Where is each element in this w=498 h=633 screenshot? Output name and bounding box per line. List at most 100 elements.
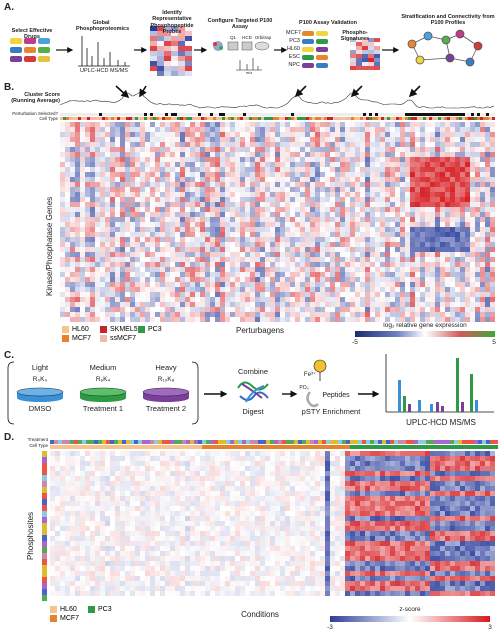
cell-type-cell <box>219 117 222 120</box>
heatmap-cell <box>170 466 175 471</box>
heatmap-cell <box>285 187 290 192</box>
heatmap-cell <box>280 242 285 247</box>
heatmap-cell <box>315 456 320 461</box>
heatmap-cell <box>215 287 220 292</box>
heatmap-cell <box>455 476 460 481</box>
heatmap-cell <box>95 137 100 142</box>
heatmap-cell <box>115 491 120 496</box>
heatmap-cell <box>195 147 200 152</box>
heatmap-cell <box>400 481 405 486</box>
heatmap-cell <box>445 172 450 177</box>
heatmap-cell <box>70 451 75 456</box>
heatmap-cell <box>195 496 200 501</box>
heatmap-cell <box>200 317 205 322</box>
heatmap-cell <box>85 242 90 247</box>
heatmap-cell <box>250 167 255 172</box>
heatmap-cell <box>290 122 295 127</box>
heatmap-cell <box>465 197 470 202</box>
treatment-cell <box>262 440 266 444</box>
heatmap-cell <box>115 182 120 187</box>
heatmap-cell <box>385 187 390 192</box>
heatmap-cell <box>335 167 340 172</box>
heatmap-cell <box>125 152 130 157</box>
cell-line-box <box>302 55 314 60</box>
heatmap-cell <box>405 227 410 232</box>
heatmap-cell <box>230 491 235 496</box>
heatmap-cell <box>400 207 405 212</box>
heatmap-cell <box>330 262 335 267</box>
heatmap-cell <box>100 127 105 132</box>
heatmap-cell <box>215 207 220 212</box>
heatmap-cell <box>470 237 475 242</box>
heatmap-cell <box>400 232 405 237</box>
heatmap-cell <box>70 297 75 302</box>
heatmap-cell <box>180 307 185 312</box>
heatmap-cell <box>400 157 405 162</box>
heatmap-cell <box>445 267 450 272</box>
heatmap-cell <box>445 187 450 192</box>
heatmap-cell <box>130 182 135 187</box>
heatmap-cell <box>215 157 220 162</box>
heatmap-cell <box>140 252 145 257</box>
heatmap-cell <box>140 122 145 127</box>
heatmap-cell <box>440 496 445 501</box>
heatmap-cell <box>370 197 375 202</box>
heatmap-cell <box>65 207 70 212</box>
heatmap-cell <box>265 227 270 232</box>
heatmap-cell <box>480 461 485 466</box>
heatmap-cell <box>245 242 250 247</box>
heatmap-cell <box>235 292 240 297</box>
cluster-strip <box>42 481 47 487</box>
heatmap-cell <box>285 142 290 147</box>
heatmap-cell <box>90 212 95 217</box>
perturbation-tick <box>411 113 414 116</box>
heatmap-cell <box>420 197 425 202</box>
heatmap-cell <box>157 36 164 41</box>
heatmap-cell <box>315 187 320 192</box>
heatmap-cell <box>240 122 245 127</box>
heatmap-cell <box>145 162 150 167</box>
cell-type-cell <box>321 117 324 120</box>
heatmap-cell <box>360 292 365 297</box>
heatmap-cell <box>405 267 410 272</box>
heatmap-cell <box>65 182 70 187</box>
heatmap-cell <box>75 157 80 162</box>
heatmap-cell <box>275 237 280 242</box>
heatmap-cell <box>215 192 220 197</box>
heatmap-cell <box>160 182 165 187</box>
treatment-cell <box>454 440 458 444</box>
cell-type-cell <box>423 117 426 120</box>
heatmap-cell <box>280 167 285 172</box>
heatmap-cell <box>60 297 65 302</box>
heatmap-cell <box>425 496 430 501</box>
heatmap-cell <box>175 471 180 476</box>
heatmap-cell <box>295 162 300 167</box>
heatmap-cell <box>420 252 425 257</box>
heatmap-cell <box>325 247 330 252</box>
heatmap-cell <box>255 466 260 471</box>
heatmap-cell <box>305 461 310 466</box>
heatmap-cell <box>110 187 115 192</box>
heatmap-cell <box>255 247 260 252</box>
heatmap-cell <box>120 147 125 152</box>
heatmap-cell <box>374 62 380 66</box>
heatmap-cell <box>415 202 420 207</box>
heatmap-cell <box>175 192 180 197</box>
heatmap-cell <box>190 152 195 157</box>
heatmap-cell <box>195 257 200 262</box>
heatmap-cell <box>320 167 325 172</box>
heatmap-cell <box>465 456 470 461</box>
heatmap-cell <box>115 152 120 157</box>
heatmap-cell <box>105 501 110 506</box>
heatmap-cell <box>290 147 295 152</box>
heatmap-cell <box>200 267 205 272</box>
heatmap-cell <box>368 46 374 50</box>
heatmap-cell <box>365 122 370 127</box>
perturbation-tick <box>435 113 438 116</box>
heatmap-cell <box>125 157 130 162</box>
heatmap-cell <box>455 177 460 182</box>
heatmap-cell <box>105 192 110 197</box>
heatmap-cell <box>230 302 235 307</box>
heatmap-cell <box>395 247 400 252</box>
treatment-cell <box>362 440 366 444</box>
